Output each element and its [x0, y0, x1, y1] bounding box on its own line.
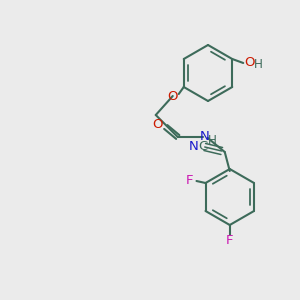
- Text: H: H: [208, 134, 217, 146]
- Text: C: C: [198, 140, 207, 152]
- Text: N: N: [189, 140, 199, 152]
- Text: O: O: [152, 118, 163, 131]
- Text: O: O: [244, 56, 255, 70]
- Text: F: F: [226, 235, 233, 248]
- Text: N: N: [200, 130, 210, 143]
- Text: H: H: [254, 58, 263, 71]
- Text: O: O: [167, 89, 178, 103]
- Text: F: F: [186, 175, 193, 188]
